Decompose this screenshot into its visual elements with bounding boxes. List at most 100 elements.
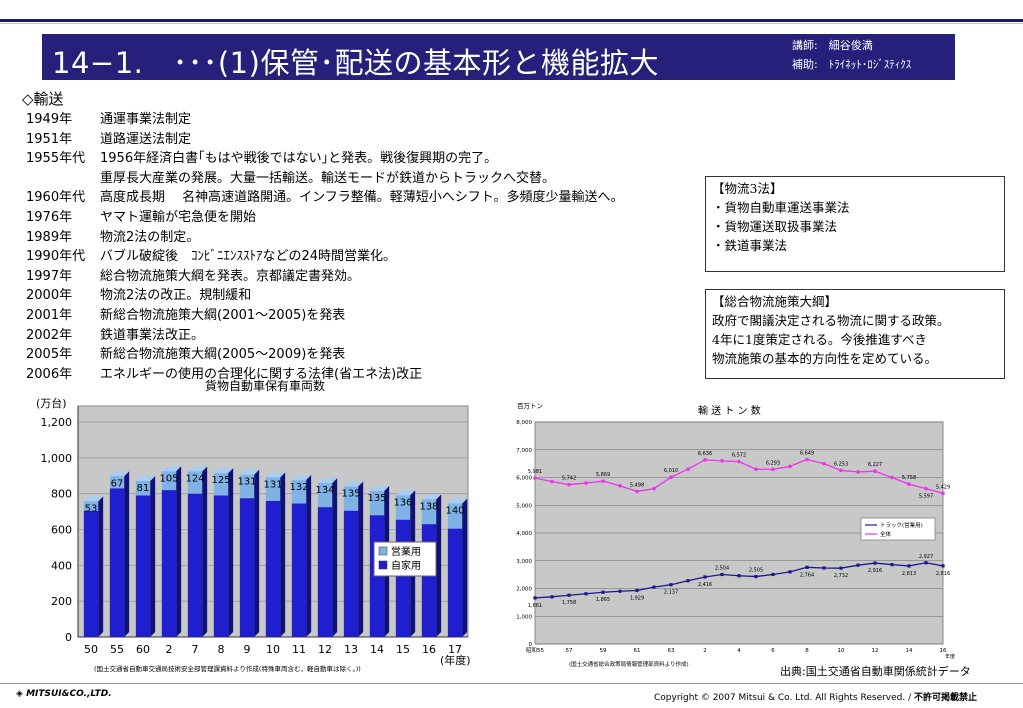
- bar-commercial: [161, 471, 177, 491]
- bar-chart-unit-label: (万台): [36, 396, 67, 410]
- bar-x-tick-label: 16: [422, 643, 436, 656]
- timeline-row: 2002年 鉄道事業法改正。: [26, 326, 623, 346]
- bar-private: [395, 519, 411, 637]
- line-x-tick-label: 16: [940, 648, 947, 654]
- bar-side: [202, 466, 208, 637]
- timeline-text: エネルギーの使用の合理化に関する法律(省エネ法)改正: [100, 366, 423, 382]
- bar-data-label: 135: [341, 489, 360, 500]
- bar-commercial: [343, 486, 359, 511]
- line-data-label: 2,916: [868, 568, 882, 574]
- timeline-row: 1997年 総合物流施策大綱を発表。京都議定書発効。: [26, 267, 623, 287]
- box-line: 【総合物流施策大綱】: [712, 294, 838, 309]
- bar-commercial: [395, 495, 411, 520]
- line-data-label: 2,137: [664, 590, 678, 596]
- line-point-total: [856, 470, 860, 474]
- bar-data-label: 105: [159, 473, 178, 484]
- bar-top: [317, 478, 338, 484]
- top-rule: [0, 19, 1023, 22]
- line-point-truck: [550, 595, 554, 599]
- line-point-total: [822, 461, 826, 466]
- bar-side: [254, 469, 260, 637]
- bar-data-label: 134: [315, 485, 334, 496]
- bar-top: [291, 474, 312, 480]
- bar-x-tick-label: 9: [244, 643, 251, 656]
- bar-data-label: 132: [289, 482, 308, 493]
- timeline-row: 重厚長大産業の発展。大量一括輸送。輸送モードが鉄道からトラックへ交替。: [26, 169, 623, 189]
- line-point-total: [635, 489, 639, 494]
- line-point-truck: [567, 593, 571, 597]
- bar-x-tick-label: 8: [218, 643, 225, 656]
- bar-x-axis-label: (年度): [440, 653, 471, 667]
- line-point-total: [533, 476, 537, 480]
- bar-commercial: [317, 483, 333, 508]
- timeline-row: 1949年 通運事業法制定: [26, 110, 623, 130]
- timeline-year: 1960年代: [26, 190, 86, 206]
- line-data-label: 2,504: [715, 566, 729, 572]
- line-legend: トラック(営業用)全体: [860, 517, 936, 541]
- bar-data-label: 136: [393, 497, 412, 508]
- timeline-year: 2001年: [26, 307, 73, 323]
- line-point-total: [941, 491, 945, 496]
- bar-x-tick-label: 12: [318, 643, 332, 656]
- bar-x-tick-label: 15: [396, 643, 410, 656]
- slide-title: 14−1. ･･･(1)保管･配送の基本形と機能拡大: [52, 46, 659, 80]
- line-point-total: [550, 479, 554, 484]
- bar-private: [213, 495, 229, 637]
- bar-data-label: 131: [237, 477, 256, 488]
- logo-icon: ◈: [16, 689, 23, 699]
- bar-commercial: [187, 471, 203, 494]
- line-point-truck: [618, 589, 622, 593]
- line-x-tick-label: 61: [634, 648, 641, 654]
- vehicle-count-bar-chart: (万台) 0 200 400 600 800 1,000 1,200 53 50 67 55 81 60 1…: [36, 396, 471, 673]
- bar-private: [161, 490, 177, 637]
- line-data-label: 2,813: [902, 571, 916, 577]
- bar-x-tick-label: 14: [370, 643, 384, 656]
- line-point-total: [907, 482, 911, 487]
- timeline-row: 1955年代 1956年経済白書｢もはや戦後ではない｣と発表。戦後復興期の完了。: [26, 149, 623, 169]
- bar-x-tick-label: 55: [110, 643, 124, 656]
- bar-top: [265, 472, 286, 478]
- timeline-row: 1951年 道路運送法制定: [26, 130, 623, 150]
- line-data-label: 6,293: [766, 460, 780, 466]
- line-point-total: [652, 486, 656, 491]
- bar-commercial: [239, 474, 255, 499]
- assistant-label: 補助: ﾄﾗｲﾈｯﾄ･ﾛｼﾞｽﾃｨｸｽ: [792, 58, 912, 71]
- line-legend-label: 全体: [880, 530, 892, 538]
- bar-side: [228, 468, 234, 637]
- line-data-label: 6,253: [834, 461, 848, 467]
- bar-side: [332, 478, 338, 637]
- line-y-tick-label: 7,000: [516, 448, 532, 454]
- box-line: 4年に1度策定される。今後推進すべき: [712, 332, 928, 347]
- bar-top: [109, 471, 130, 477]
- box-line: ・鉄道事業法: [712, 238, 788, 253]
- line-data-label: 1,661: [528, 603, 542, 609]
- line-data-label: 6,227: [868, 462, 882, 468]
- line-x-tick-label: 59: [600, 648, 607, 654]
- line-data-label: 5,597: [919, 494, 933, 500]
- timeline-text: 物流2法の改正。規制緩和: [100, 288, 252, 304]
- line-data-label: 6,636: [698, 451, 712, 457]
- line-data-label: 5,429: [936, 484, 950, 490]
- timeline-row: 1976年 ヤマト運輸が宅急便を開始: [26, 208, 623, 228]
- line-point-total: [754, 467, 758, 471]
- line-point-truck: [601, 590, 605, 594]
- timeline-year: 1955年代: [26, 151, 86, 167]
- bar-top: [343, 481, 364, 487]
- bar-top: [239, 469, 260, 475]
- bar-data-label: 81: [137, 483, 150, 494]
- bar-x-tick-label: 60: [136, 643, 150, 656]
- line-x-tick-label: 57: [566, 648, 573, 654]
- bar-private: [265, 500, 281, 637]
- bar-x-tick-label: 7: [192, 643, 199, 656]
- line-point-total: [669, 475, 673, 480]
- line-chart-note: (国土交通省総合政策局情報管理部資料より作成): [569, 660, 689, 668]
- bar-y-tick-label: 1,000: [41, 452, 73, 465]
- line-point-truck: [771, 572, 775, 577]
- bar-x-tick-label: 17: [448, 643, 462, 656]
- company-logo: ◈ MITSUI&CO.,LTD.: [16, 689, 112, 699]
- timeline-year: 1990年代: [26, 249, 86, 265]
- line-point-truck: [873, 561, 877, 565]
- line-point-truck: [856, 563, 860, 567]
- bar-commercial: [109, 476, 125, 489]
- bar-private: [109, 488, 125, 637]
